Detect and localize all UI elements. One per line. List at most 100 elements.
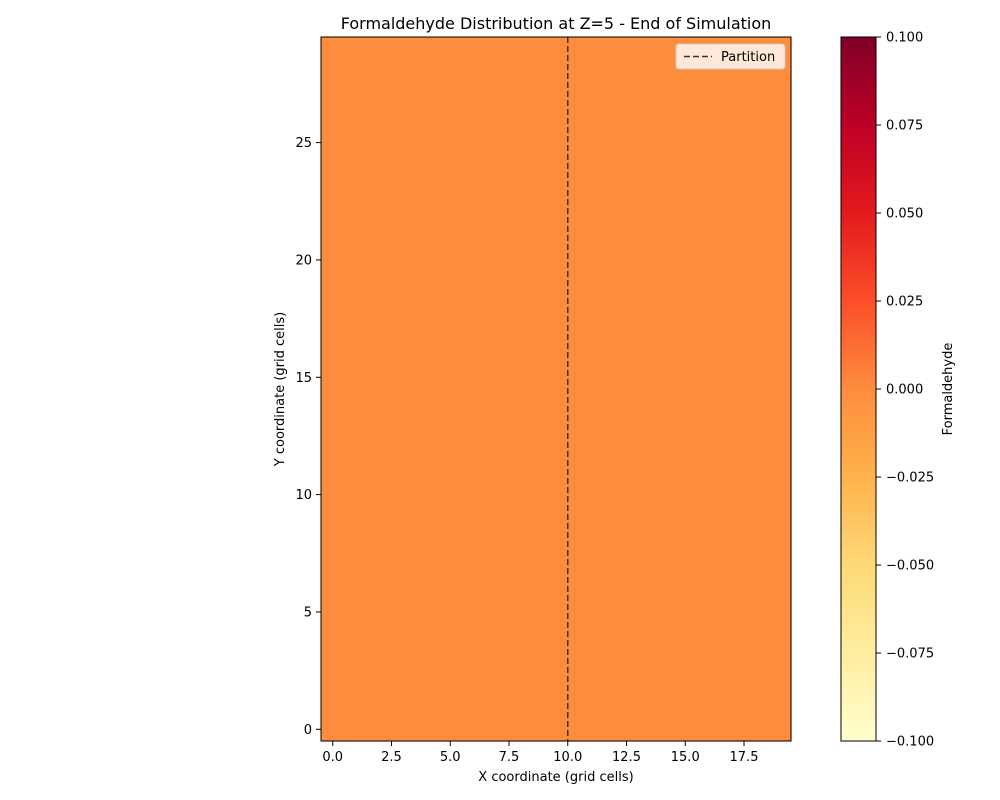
heatmap-cell (485, 130, 510, 155)
heatmap-cell (485, 271, 510, 296)
heatmap-cell (744, 717, 769, 742)
heatmap-cell (720, 435, 745, 460)
heatmap-cell (579, 623, 604, 648)
heatmap-cell (532, 482, 557, 507)
x-tick-label: 2.5 (381, 750, 402, 765)
heatmap-cell (321, 529, 346, 554)
heatmap-cell (485, 435, 510, 460)
heatmap-cell (368, 694, 393, 719)
heatmap-cell (697, 177, 722, 202)
heatmap-cell (626, 318, 651, 343)
heatmap-cell (650, 623, 675, 648)
heatmap-cell (485, 553, 510, 578)
heatmap-cell (603, 295, 628, 320)
heatmap-cell (720, 459, 745, 484)
heatmap-cell (697, 224, 722, 249)
heatmap-cell (438, 529, 463, 554)
heatmap-cell (744, 600, 769, 625)
heatmap-cell (720, 224, 745, 249)
heatmap-cell (368, 482, 393, 507)
heatmap-cell (579, 600, 604, 625)
heatmap-cell (650, 83, 675, 108)
y-tick-label: 15 (295, 371, 312, 386)
heatmap-cell (391, 389, 416, 414)
heatmap-cell (344, 295, 369, 320)
heatmap-cell (321, 201, 346, 226)
heatmap-cell (650, 224, 675, 249)
heatmap-cell (650, 295, 675, 320)
heatmap-cell (368, 60, 393, 85)
heatmap-cell (509, 130, 534, 155)
heatmap-cell (321, 506, 346, 531)
heatmap-cell (556, 130, 581, 155)
heatmap-cell (579, 37, 604, 62)
heatmap-cell (462, 529, 487, 554)
heatmap-cell (509, 435, 534, 460)
heatmap-cell (415, 647, 440, 672)
heatmap-cell (321, 717, 346, 742)
heatmap-cell (603, 459, 628, 484)
heatmap-cell (462, 412, 487, 437)
heatmap-cell (391, 318, 416, 343)
heatmap-cell (650, 670, 675, 695)
heatmap-cell (415, 694, 440, 719)
heatmap-cell (415, 224, 440, 249)
heatmap-cell (697, 412, 722, 437)
heatmap-cell (767, 318, 792, 343)
heatmap-cell (532, 83, 557, 108)
heatmap-cell (626, 37, 651, 62)
heatmap-cell (603, 37, 628, 62)
heatmap-cell (391, 647, 416, 672)
heatmap-cell (626, 201, 651, 226)
heatmap-cell (579, 224, 604, 249)
heatmap-cell (626, 365, 651, 390)
heatmap-cell (321, 694, 346, 719)
heatmap-cell (462, 295, 487, 320)
heatmap-cell (626, 482, 651, 507)
heatmap-cell (368, 365, 393, 390)
y-axis: 0 5 10 15 20 25 (295, 136, 321, 738)
colorbar-label: Formaldehyde (941, 343, 956, 436)
heatmap-cell (744, 459, 769, 484)
heatmap-cell (509, 248, 534, 273)
heatmap-cell (603, 60, 628, 85)
heatmap-cell (368, 177, 393, 202)
heatmap-cell (579, 107, 604, 132)
heatmap-cell (650, 271, 675, 296)
x-axis: 0.0 2.5 5.0 7.5 10.0 12.5 15.0 17.5 (322, 741, 758, 765)
heatmap-cell (579, 318, 604, 343)
heatmap-cell (368, 154, 393, 179)
heatmap-cell (697, 553, 722, 578)
heatmap-cell (438, 224, 463, 249)
heatmap-cell (720, 506, 745, 531)
heatmap-cell (321, 37, 346, 62)
heatmap-cell (720, 412, 745, 437)
colorbar-tick-label: 0.025 (886, 295, 923, 310)
heatmap-cell (321, 623, 346, 648)
heatmap-cell (697, 576, 722, 601)
heatmap-cell (532, 130, 557, 155)
heatmap-cell (720, 271, 745, 296)
heatmap-cell (321, 107, 346, 132)
heatmap-cell (344, 107, 369, 132)
heatmap-cell (744, 83, 769, 108)
heatmap-cell (321, 553, 346, 578)
heatmap-cell (391, 107, 416, 132)
heatmap-cell (744, 271, 769, 296)
heatmap-cell (603, 623, 628, 648)
heatmap-cell (579, 459, 604, 484)
heatmap-cell (697, 365, 722, 390)
heatmap-cell (744, 435, 769, 460)
heatmap-cell (438, 271, 463, 296)
heatmap-cell (462, 435, 487, 460)
heatmap-cell (532, 435, 557, 460)
heatmap-cell (697, 435, 722, 460)
heatmap-cell (462, 107, 487, 132)
y-tick-label: 5 (304, 605, 312, 620)
heatmap-cell (697, 529, 722, 554)
heatmap-cell (579, 130, 604, 155)
heatmap-cell (650, 318, 675, 343)
heatmap-cell (344, 342, 369, 367)
heatmap-cell (391, 130, 416, 155)
heatmap-cell (344, 717, 369, 742)
